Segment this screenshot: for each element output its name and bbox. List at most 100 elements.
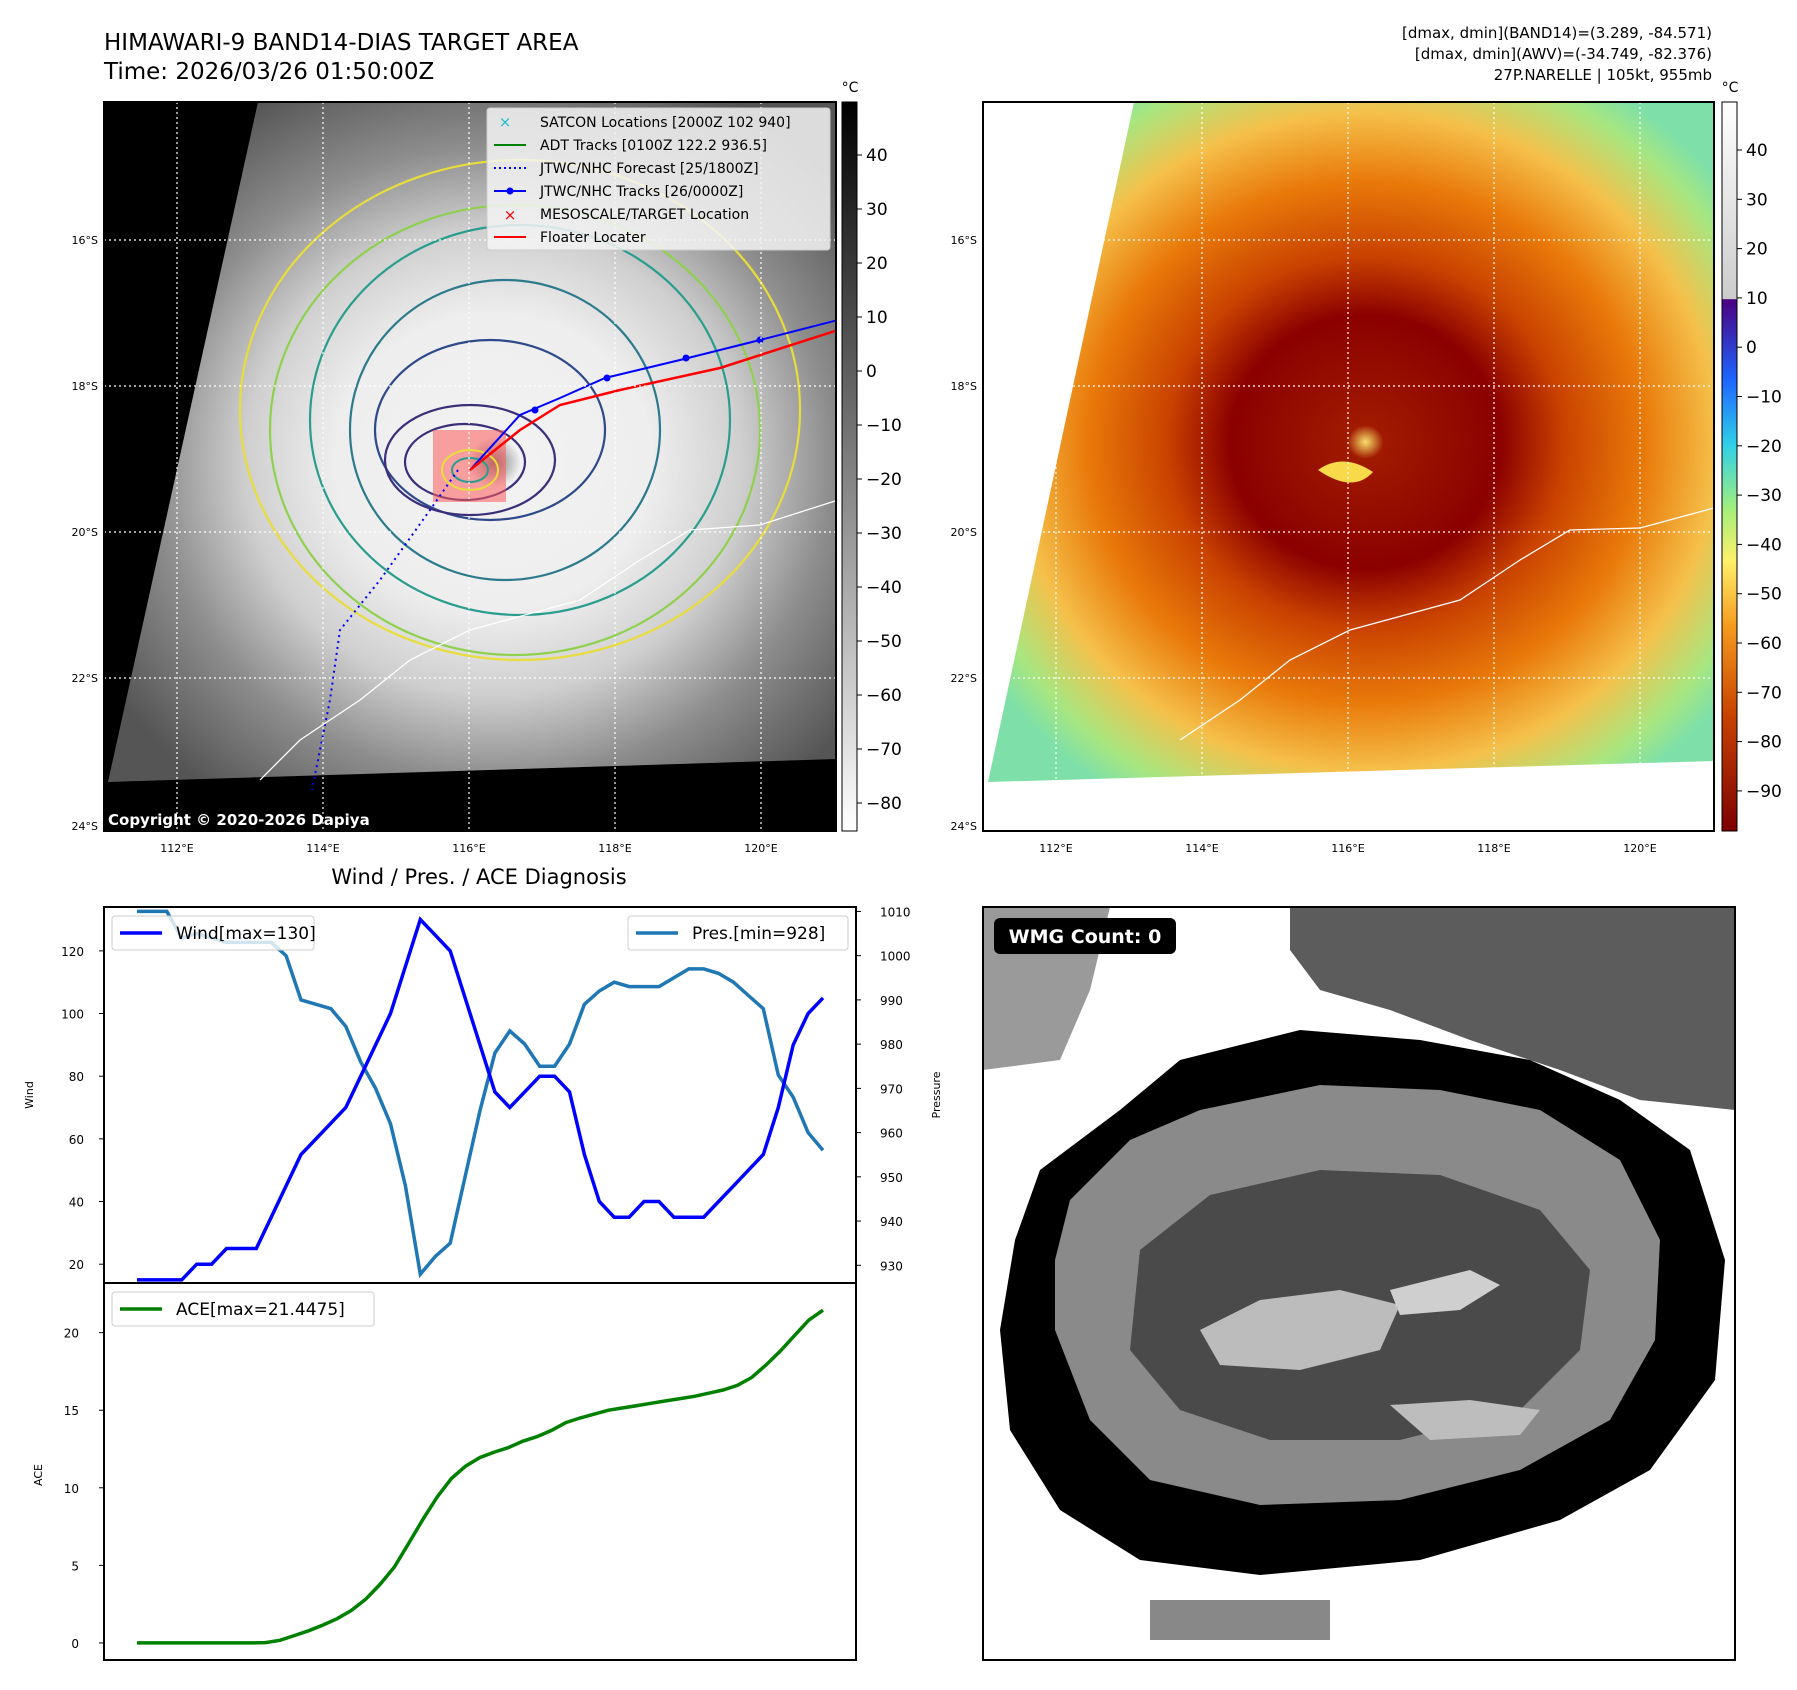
ir-colorbar-tick-label: 40: [866, 146, 888, 166]
lon-tick-label-right: 114°E: [1185, 842, 1218, 855]
pressure-tick-label: 960: [880, 1127, 903, 1141]
lat-tick-label-right: 16°S: [951, 234, 977, 247]
wind-series-line: [137, 916, 825, 1282]
ace-legend-label: ACE[max=21.4475]: [176, 1300, 345, 1320]
chart-title-line1: HIMAWARI-9 BAND14-DIAS TARGET AREA: [104, 30, 579, 56]
wind-tick-label: 20: [69, 1258, 84, 1272]
map-axis-labels: 16°S 16°S 18°S 18°S 20°S 20°S 22°S 22°S 24°S 24°S…: [72, 234, 1657, 855]
ir-colorbar-tick-label: −10: [866, 416, 902, 436]
wind-pressure-frame: [103, 906, 857, 1284]
avw-colorbar-tick-label: −90: [1746, 782, 1782, 802]
avw-colorbar-tick-label: −70: [1746, 683, 1782, 703]
ir-colorbar-tick-label: −80: [866, 794, 902, 814]
wind-axis-ticks: 20 40 60 80 100 120: [61, 945, 104, 1272]
track-legend: × SATCON Locations [2000Z 102 940] ADT T…: [486, 107, 831, 251]
lat-tick-label-right: 22°S: [951, 672, 977, 685]
ir-colorbar-tick-label: −40: [866, 578, 902, 598]
ir-colorbar-tick-label: 20: [866, 254, 888, 274]
ir-colorbar: [841, 101, 858, 832]
ir-map-frame: [103, 101, 837, 832]
ace-axis-label: ACE: [32, 1464, 45, 1486]
avw-colorbar-tick-label: 0: [1746, 338, 1757, 358]
wmg-count-badge: [994, 918, 1176, 954]
avw-colorbar-tick-label: −30: [1746, 486, 1782, 506]
diagnosis-title: Wind / Pres. / ACE Diagnosis: [331, 865, 626, 889]
avw-colorbar-tick-label: 30: [1746, 190, 1768, 210]
lon-tick-label-right: 118°E: [1477, 842, 1510, 855]
lon-tick-label-right: 120°E: [1623, 842, 1656, 855]
lon-tick-label-left: 118°E: [598, 842, 631, 855]
wmg-panel: WMG Count: 0: [982, 906, 1736, 1661]
avw-colorbar-tick-label: −50: [1746, 585, 1782, 605]
pressure-tick-label: 970: [880, 1082, 903, 1096]
ace-series-line: [137, 1308, 825, 1645]
pressure-tick-label: 1010: [880, 905, 911, 919]
legend-floater: Floater Locater: [540, 230, 646, 246]
pressure-tick-label: 940: [880, 1215, 903, 1229]
pressure-tick-label: 930: [880, 1259, 903, 1273]
avw-colorbar-tick-label: 10: [1746, 289, 1768, 309]
lat-tick-label-left: 20°S: [72, 526, 98, 539]
floater-locater-line: [469, 329, 836, 471]
lon-tick-label-right: 112°E: [1039, 842, 1072, 855]
pressure-axis-ticks: 930 940 950 960 970 980 990 1000 1010: [856, 905, 911, 1273]
pressure-legend-label: Pres.[min=928]: [692, 924, 825, 944]
lon-tick-label-left: 114°E: [306, 842, 339, 855]
lon-tick-label-left: 116°E: [452, 842, 485, 855]
wmg-eye-secondary: [1390, 1270, 1500, 1315]
wind-axis-label: Wind: [23, 1081, 36, 1109]
wind-legend-box: [111, 915, 315, 951]
legend-satcon-marker: ×: [499, 113, 512, 131]
avw-colorbar-tick-label: 40: [1746, 141, 1768, 161]
wmg-upper-right-region: [1290, 907, 1735, 1110]
lat-tick-label-right: 24°S: [951, 820, 977, 833]
avw-colorbar-tick-label: −80: [1746, 733, 1782, 753]
legend-forecast: JTWC/NHC Forecast [25/1800Z]: [539, 161, 759, 177]
ir-colorbar-tick-label: −60: [866, 686, 902, 706]
ir-colorbar-tick-label: −30: [866, 524, 902, 544]
lat-tick-label-right: 20°S: [951, 526, 977, 539]
ir-colorbar-tick-label: 0: [866, 362, 877, 382]
ir-colorbar-tick-label: 10: [866, 308, 888, 328]
legend-track: JTWC/NHC Tracks [26/0000Z]: [539, 184, 743, 200]
ir-colorbar-tick-label: 30: [866, 200, 888, 220]
wmg-frame: [982, 906, 1736, 1661]
legend-adt: ADT Tracks [0100Z 122.2 936.5]: [540, 138, 767, 154]
ace-tick-label: 15: [64, 1404, 79, 1418]
avw-colorbar-tick-label: −60: [1746, 634, 1782, 654]
ace-legend-box: [111, 1291, 375, 1327]
ace-tick-label: 10: [64, 1482, 79, 1496]
lat-tick-label-left: 22°S: [72, 672, 98, 685]
lat-tick-label-right: 18°S: [951, 380, 977, 393]
ir-colorbar-tick-label: −50: [866, 632, 902, 652]
pressure-tick-label: 990: [880, 994, 903, 1008]
ace-axis-ticks: 0 5 10 15 20: [64, 1327, 104, 1651]
pressure-legend-box: [627, 915, 849, 951]
wind-tick-label: 40: [69, 1196, 84, 1210]
avw-colorbar-tick-label: −40: [1746, 535, 1782, 555]
lon-tick-label-left: 112°E: [160, 842, 193, 855]
stats-line1: [dmax, dmin](BAND14)=(3.289, -84.571): [1402, 24, 1712, 42]
wind-tick-label: 120: [61, 945, 84, 959]
wind-tick-label: 100: [61, 1008, 84, 1022]
wmg-eye-region: [1200, 1290, 1400, 1370]
avw-colorbar-tick-label: −20: [1746, 437, 1782, 457]
jtwc-track-points: [531, 336, 764, 414]
pressure-tick-label: 1000: [880, 950, 911, 964]
eye-contours: [441, 449, 499, 491]
ace-tick-label: 5: [71, 1559, 79, 1573]
legend-satcon: SATCON Locations [2000Z 102 940]: [540, 115, 791, 131]
lon-tick-label-right: 116°E: [1331, 842, 1364, 855]
avw-colorbar-tick-label: −10: [1746, 388, 1782, 408]
ace-panel: ACE 0 5 10 15 20 ACE[max=21.4475]: [32, 1282, 857, 1661]
ir-colorbar-tick-label: −70: [866, 740, 902, 760]
avw-eye-feature: [1318, 461, 1373, 483]
lat-tick-label-left: 24°S: [72, 820, 98, 833]
ir-colorbar-unit: °C: [842, 80, 859, 96]
wmg-lower-block: [1150, 1600, 1330, 1640]
chart-title-line2: Time: 2026/03/26 01:50:00Z: [103, 59, 434, 85]
lat-tick-label-left: 18°S: [72, 380, 98, 393]
wmg-count-label: WMG Count: 0: [1009, 926, 1162, 948]
pressure-tick-label: 980: [880, 1038, 903, 1052]
